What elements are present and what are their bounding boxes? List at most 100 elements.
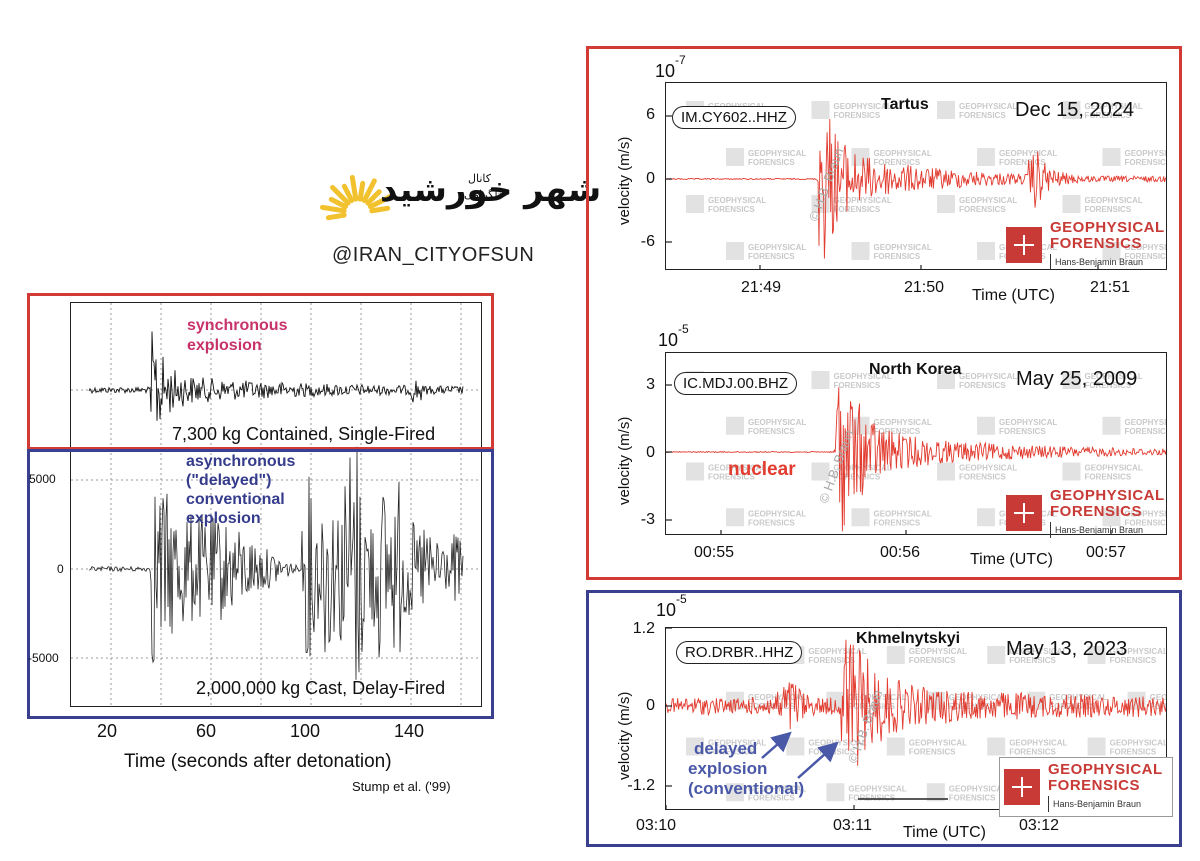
watermark-text: GEOPHYSICAL — [874, 509, 932, 518]
watermark-logo-icon — [726, 508, 744, 527]
asynchronous-line-3: conventional — [186, 491, 285, 508]
nk-brand-sub: Hans-Benjamin Braun — [1050, 522, 1200, 538]
watermark-text: FORENSICS — [1125, 518, 1168, 527]
watermark-logo-icon — [1102, 148, 1121, 166]
sun-ray — [330, 185, 351, 206]
watermark-logo-icon — [726, 416, 744, 435]
nk-ytick-minus-3: -3 — [640, 511, 655, 528]
nk-brand-name: GEOPHYSICAL FORENSICS — [1050, 487, 1165, 520]
geophysical-forensics-logo-icon — [1006, 227, 1042, 263]
watermark-text: GEOPHYSICAL — [834, 102, 892, 111]
watermark-text: FORENSICS — [874, 518, 921, 527]
watermark-logo-icon — [1102, 416, 1121, 435]
kh-exponent: 10-5 — [656, 592, 687, 620]
right-blue-frame — [586, 590, 1182, 847]
watermark-logo-icon — [937, 371, 955, 389]
watermark-text: GEOPHYSICAL — [748, 149, 806, 158]
watermark-text: GEOPHYSICAL — [834, 464, 892, 473]
watermark-text: GEOPHYSICAL — [959, 464, 1017, 473]
watermark-text: GEOPHYSICAL — [1110, 647, 1167, 656]
nk-station: IC.MDJ.00.BHZ — [674, 372, 798, 395]
asynchronous-frame — [27, 449, 494, 719]
kh-station: RO.DRBR..HHZ — [676, 641, 803, 664]
watermark-text: GEOPHYSICAL — [1049, 693, 1107, 702]
kh-brand-text: GEOPHYSICAL FORENSICS Hans-Benjamin Brau… — [1048, 762, 1168, 812]
watermark-logo-icon — [1087, 737, 1106, 756]
asynchronous-line-1: asynchronous — [186, 453, 296, 470]
watermark-text: FORENSICS — [708, 473, 755, 482]
watermark-text: GEOPHYSICAL — [848, 784, 906, 793]
watermark-text: FORENSICS — [748, 427, 795, 436]
watermark-logo-icon — [851, 416, 870, 435]
watermark-text: FORENSICS — [909, 748, 956, 757]
tartus-brand-text: GEOPHYSICAL FORENSICS Hans-Benjamin Brau… — [1050, 219, 1165, 270]
watermark-text: GEOPHYSICAL — [748, 418, 806, 427]
watermark-text: GEOPHYSICAL — [708, 464, 766, 473]
watermark-logo-icon — [851, 148, 870, 166]
watermark-text: GEOPHYSICAL — [1009, 647, 1067, 656]
watermark-text: GEOPHYSICAL — [959, 196, 1017, 205]
nk-xtick-2: 00:56 — [880, 544, 921, 561]
nk-xtick-1: 00:55 — [694, 544, 735, 561]
nk-exponent: 10-5 — [658, 322, 689, 350]
tartus-brand: GEOPHYSICAL FORENSICS Hans-Benjamin Brau… — [1006, 219, 1165, 270]
watermark-logo-icon — [977, 148, 995, 166]
watermark-logo-icon — [1062, 195, 1081, 213]
nk-ytick-0: 0 — [646, 444, 655, 461]
logo-subtitle-2: تلگرامی — [464, 189, 501, 201]
watermark-text: FORENSICS — [748, 702, 795, 711]
watermark-text: FORENSICS — [1085, 473, 1132, 482]
tartus-exponent: 10-7 — [655, 53, 686, 81]
seismic-trace — [88, 331, 464, 421]
watermark-text: GEOPHYSICAL — [808, 647, 866, 656]
kh-ytick-1.2: 1.2 — [632, 620, 655, 637]
watermark-text: FORENSICS — [1009, 656, 1056, 665]
logo-title: شهر خورشید — [380, 170, 602, 210]
watermark-text: GEOPHYSICAL — [949, 693, 1007, 702]
watermark-text: GEOPHYSICAL — [949, 784, 1007, 793]
watermark-logo-icon — [826, 783, 845, 802]
watermark-text: GEOPHYSICAL — [874, 149, 932, 158]
watermark-text: FORENSICS — [874, 158, 921, 167]
delayed-line-2: explosion — [688, 759, 768, 778]
watermark-text: FORENSICS — [909, 656, 956, 665]
watermark-logo-icon — [851, 242, 870, 260]
bottom-caption: 2,000,000 kg Cast, Delay-Fired — [196, 678, 446, 698]
watermark-text: FORENSICS — [708, 205, 755, 214]
kh-date: May 13, 2023 — [1006, 638, 1128, 660]
watermark-logo-icon — [987, 737, 1006, 756]
watermark-logo-icon — [726, 783, 744, 802]
tartus-brand-sub: Hans-Benjamin Braun — [1050, 254, 1160, 270]
sun-ray — [365, 189, 382, 206]
watermark-text: GEOPHYSICAL — [848, 693, 906, 702]
watermark-text: GEOPHYSICAL — [1150, 693, 1167, 702]
kh-ytick-minus-1.2: -1.2 — [627, 777, 655, 794]
watermark-logo-icon — [937, 195, 955, 213]
tartus-brand-name: GEOPHYSICAL FORENSICS — [1050, 219, 1165, 252]
watermark-text: GEOPHYSICAL — [1125, 243, 1168, 252]
watermark-text: GEOPHYSICAL — [1125, 149, 1168, 158]
watermark-text: FORENSICS — [1125, 158, 1168, 167]
asynchronous-label: asynchronous ("delayed") conventional ex… — [186, 452, 295, 528]
watermark-text: GEOPHYSICAL — [999, 418, 1057, 427]
watermark-logo-icon — [811, 371, 830, 389]
kh-xtick-1: 03:10 — [636, 817, 677, 834]
watermark-text: GEOPHYSICAL — [1085, 196, 1143, 205]
watermark-logo-icon — [1062, 462, 1081, 481]
kh-xtick-2: 03:11 — [833, 817, 872, 834]
watermark-text: FORENSICS — [1009, 748, 1056, 757]
watermark-text: FORENSICS — [959, 473, 1006, 482]
